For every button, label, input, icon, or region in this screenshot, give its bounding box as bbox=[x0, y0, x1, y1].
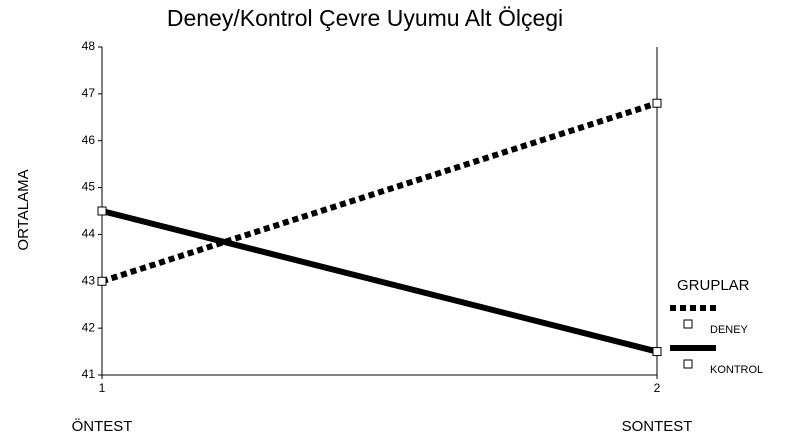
legend-title: GRUPLAR bbox=[677, 277, 750, 294]
legend-marker bbox=[683, 359, 693, 369]
y-tick-label: 42 bbox=[82, 320, 96, 334]
y-tick-label: 43 bbox=[82, 273, 96, 287]
series-line bbox=[101, 208, 658, 355]
y-tick-label: 45 bbox=[82, 180, 96, 194]
chart-title: Deney/Kontrol Çevre Uyumu Alt Ölçegi bbox=[167, 5, 563, 31]
legend-label: DENEY bbox=[710, 324, 749, 336]
y-tick-label: 48 bbox=[82, 39, 96, 53]
x-tick-label: 1 bbox=[99, 381, 106, 395]
legend-label: KONTROL bbox=[710, 364, 763, 376]
y-axis-label: ORTALAMA bbox=[15, 169, 32, 250]
point-marker bbox=[97, 276, 107, 286]
y-tick-label: 44 bbox=[82, 227, 96, 241]
point-marker bbox=[652, 347, 662, 357]
y-tick-label: 46 bbox=[82, 133, 96, 147]
x-category-label: ÖNTEST bbox=[72, 417, 133, 435]
point-marker bbox=[97, 206, 107, 216]
y-tick-label: 41 bbox=[82, 367, 96, 381]
point-marker bbox=[652, 98, 662, 108]
series-line bbox=[101, 100, 658, 285]
x-category-label: SONTEST bbox=[622, 418, 693, 435]
x-tick-label: 2 bbox=[654, 381, 661, 395]
y-tick-label: 47 bbox=[82, 86, 96, 100]
legend-marker bbox=[683, 319, 693, 329]
